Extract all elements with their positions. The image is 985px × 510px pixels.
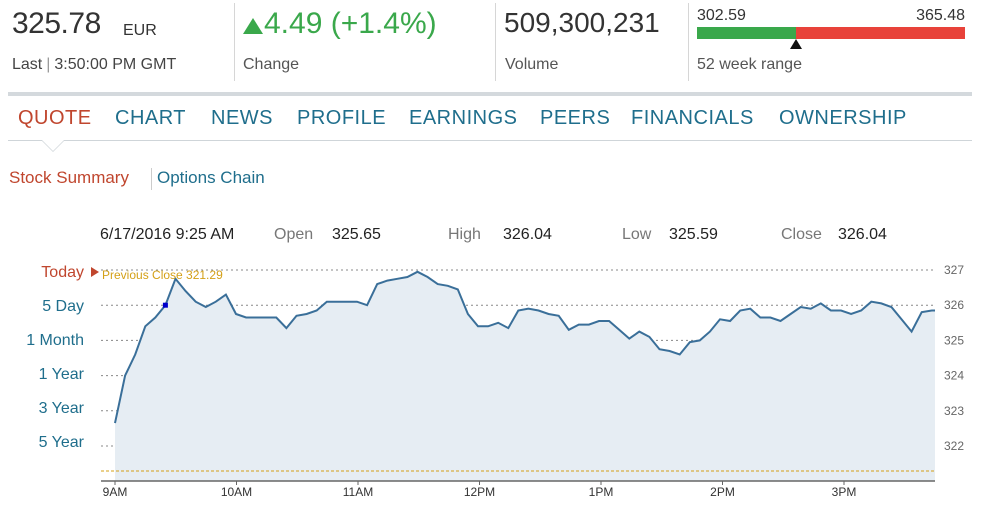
divider [495,3,496,81]
x-tick-label: 2PM [710,485,735,499]
price-change: 4.49 (+1.4%) [264,7,437,40]
divider [151,168,152,190]
y-tick-label: 324 [944,369,964,383]
subtab-options-chain[interactable]: Options Chain [157,168,265,187]
range-1-year[interactable]: 1 Year [38,366,84,383]
range-low: 302.59 [697,7,746,24]
y-axis-ticks: 327 326 325 324 323 322 [944,263,964,453]
x-tick-label: 11AM [343,485,373,499]
range-high: 365.48 [916,7,965,24]
last-price: 325.78 [12,7,101,40]
range-bar-high-segment [796,27,965,39]
last-label: Last [12,56,43,73]
stat-low-value: 325.59 [669,226,718,243]
range-label: 52 week range [697,56,802,73]
price-line [114,270,935,424]
range-3-year[interactable]: 3 Year [38,400,84,417]
change-label: Change [243,56,300,73]
highlight-point [162,302,168,308]
tabs-divider [8,140,972,141]
volume-value: 509,300,231 [504,7,660,38]
last-time: 3:50:00 PM GMT [54,56,177,73]
tab-chart[interactable]: CHART [115,107,187,129]
y-tick-label: 322 [944,439,964,453]
x-tick-label: 3PM [832,485,857,499]
stat-low-label: Low [622,226,652,243]
range-1-month[interactable]: 1 Month [26,332,84,349]
stat-open-value: 325.65 [332,226,381,243]
stat-high-value: 326.04 [503,226,552,243]
y-tick-label: 327 [944,263,964,277]
x-tick-label: 1PM [589,485,614,499]
y-tick-label: 323 [944,404,964,418]
up-arrow-icon [243,18,263,34]
tab-earnings[interactable]: EARNINGS [409,107,518,129]
volume-label: Volume [505,56,559,73]
divider: | [46,56,51,73]
range-5-day[interactable]: 5 Day [42,298,84,315]
x-tick-label: 12PM [464,485,495,499]
stat-close-value: 326.04 [838,226,887,243]
subtab-stock-summary[interactable]: Stock Summary [9,168,129,187]
x-axis-ticks: 9AM 10AM 11AM 12PM 1PM 2PM 3PM [103,481,857,499]
last-trade-line: Last | 3:50:00 PM GMT [12,56,176,74]
tab-peers[interactable]: PEERS [540,107,611,129]
divider [234,3,235,81]
tab-ownership[interactable]: OWNERSHIP [779,107,907,129]
currency-label: EUR [123,22,157,39]
range-marker-icon [790,39,803,49]
previous-close-label: Previous Close 321.29 [102,268,223,282]
x-tick-label: 9AM [103,485,128,499]
stat-close-label: Close [781,226,822,243]
range-today[interactable]: Today [41,264,84,281]
previous-close-arrow-icon [91,267,99,277]
divider [688,3,689,81]
y-tick-label: 326 [944,298,964,312]
stat-high-label: High [448,226,481,243]
range-5-year[interactable]: 5 Year [38,434,84,451]
tab-news[interactable]: NEWS [211,107,273,129]
tab-financials[interactable]: FINANCIALS [631,107,754,129]
tab-profile[interactable]: PROFILE [297,107,387,129]
stat-datetime: 6/17/2016 9:25 AM [100,226,235,243]
y-tick-label: 325 [944,333,964,347]
header-divider [8,92,972,96]
price-area-fill [115,271,935,481]
x-tick-label: 10AM [221,485,252,499]
range-bar-low-segment [697,27,797,39]
tab-quote[interactable]: QUOTE [18,107,92,129]
stat-open-label: Open [274,226,314,243]
